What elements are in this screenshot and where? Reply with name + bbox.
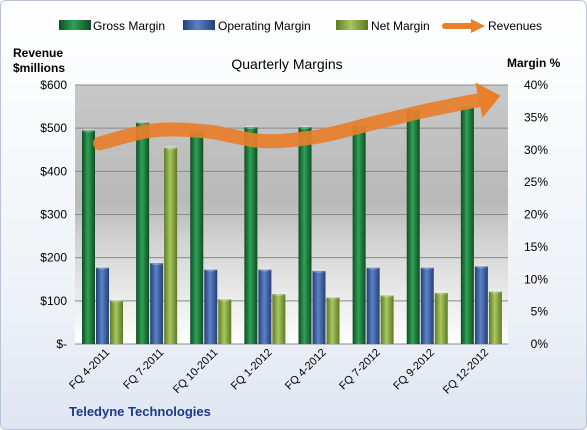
revenue-line-path (93, 93, 486, 151)
category-label: FQ 1-2012 (229, 347, 275, 393)
right-axis-ticks: 0% 5% 10% 15% 20% 25% 30% 35% 40% (524, 78, 548, 351)
net-margin-bar (380, 295, 394, 344)
left-tick-label: $500 (40, 121, 67, 135)
chart-title: Quarterly Margins (231, 56, 342, 72)
gross-margin-bar-cap (244, 125, 258, 130)
right-axis-label: Margin % (507, 56, 561, 70)
net-margin-bar-cap (434, 290, 448, 295)
legend-swatch-revenues (442, 19, 485, 33)
legend-label-revenues: Revenues (488, 19, 542, 33)
gross-margin-bar (82, 130, 95, 344)
gross-margin-bar (244, 127, 258, 345)
operating-margin-bar (420, 267, 434, 344)
operating-margin-bar (204, 269, 218, 344)
gross-margin-bar (406, 109, 420, 344)
legend-swatch-gross-margin (59, 20, 91, 30)
legend: Gross Margin Operating Margin Net Margin… (59, 19, 542, 33)
operating-margin-bar-cap (474, 264, 488, 269)
category-label: FQ 7-2011 (121, 347, 166, 392)
net-margin-bar-cap (110, 298, 123, 303)
right-tick-label: 20% (524, 208, 548, 222)
category-label: FQ 4-2012 (283, 347, 329, 393)
right-tick-label: 35% (524, 110, 548, 124)
right-tick-label: 30% (524, 143, 548, 157)
operating-margin-bar (312, 270, 326, 344)
operating-margin-bar-cap (96, 265, 109, 270)
category-label: FQ 9-2012 (391, 347, 437, 393)
operating-margin-bar (150, 263, 164, 344)
gross-margin-bar (298, 127, 312, 345)
gross-margin-bar (136, 122, 150, 345)
gross-margin-bar (190, 130, 204, 344)
gross-margin-bar (352, 125, 366, 345)
category-label: FQ 12-2012 (441, 347, 491, 397)
category-labels: FQ 4-2011 FQ 7-2011 FQ 10-2011 FQ 1-2012 FQ … (67, 347, 491, 397)
net-margin-bar-cap (488, 289, 502, 294)
left-axis-label-line1: Revenue (13, 46, 63, 60)
revenue-line-arrowhead (475, 82, 501, 118)
legend-swatch-operating-margin (183, 20, 215, 30)
net-margin-bar (164, 147, 178, 344)
gross-margin-bar-cap (136, 120, 150, 125)
left-tick-label: $- (56, 337, 67, 351)
net-margin-bar (488, 291, 502, 344)
operating-margin-bar-cap (204, 267, 218, 272)
legend-label-gross-margin: Gross Margin (93, 19, 165, 33)
operating-margin-bar (366, 267, 380, 344)
operating-margin-bar-cap (150, 261, 164, 266)
net-margin-bar (434, 292, 448, 344)
net-margin-bar-cap (164, 145, 178, 150)
net-margin-bar (110, 300, 123, 344)
category-label: FQ 10-2011 (171, 347, 220, 396)
right-tick-label: 40% (524, 78, 548, 92)
net-margin-bar (272, 294, 286, 344)
operating-margin-bar-cap (366, 265, 380, 270)
category-label: FQ 7-2012 (337, 347, 383, 393)
right-tick-label: 5% (531, 305, 549, 319)
left-tick-label: $100 (40, 294, 67, 308)
category-label: FQ 4-2011 (67, 347, 112, 392)
bars (82, 104, 502, 345)
left-tick-label: $600 (40, 78, 67, 92)
left-axis-ticks: $- $100 $200 $300 $400 $500 $600 (40, 78, 67, 351)
net-margin-bar (218, 299, 232, 344)
gross-margin-bar-cap (82, 128, 95, 133)
company-name: Teledyne Technologies (69, 404, 211, 419)
legend-swatch-net-margin (336, 20, 368, 30)
legend-label-operating-margin: Operating Margin (218, 19, 311, 33)
right-tick-label: 0% (531, 337, 549, 351)
operating-margin-bar (96, 267, 109, 344)
left-tick-label: $200 (40, 251, 67, 265)
operating-margin-bar-cap (258, 267, 272, 272)
left-tick-label: $400 (40, 164, 67, 178)
revenue-line (93, 82, 501, 151)
net-margin-bar (326, 297, 340, 344)
left-axis-label-line2: $millions (13, 61, 65, 75)
gross-margin-bar-cap (298, 125, 312, 130)
net-margin-bar-cap (380, 293, 394, 298)
legend-label-net-margin: Net Margin (371, 19, 430, 33)
right-tick-label: 10% (524, 272, 548, 286)
net-margin-bar-cap (218, 297, 232, 302)
net-margin-bar-cap (272, 292, 286, 297)
right-tick-label: 15% (524, 240, 548, 254)
right-tick-label: 25% (524, 175, 548, 189)
gross-margin-bar (460, 106, 474, 345)
operating-margin-bar-cap (420, 265, 434, 270)
left-tick-label: $300 (40, 208, 67, 222)
operating-margin-bar (474, 266, 488, 344)
operating-margin-bar-cap (312, 268, 326, 273)
net-margin-bar-cap (326, 295, 340, 300)
operating-margin-bar (258, 269, 272, 344)
